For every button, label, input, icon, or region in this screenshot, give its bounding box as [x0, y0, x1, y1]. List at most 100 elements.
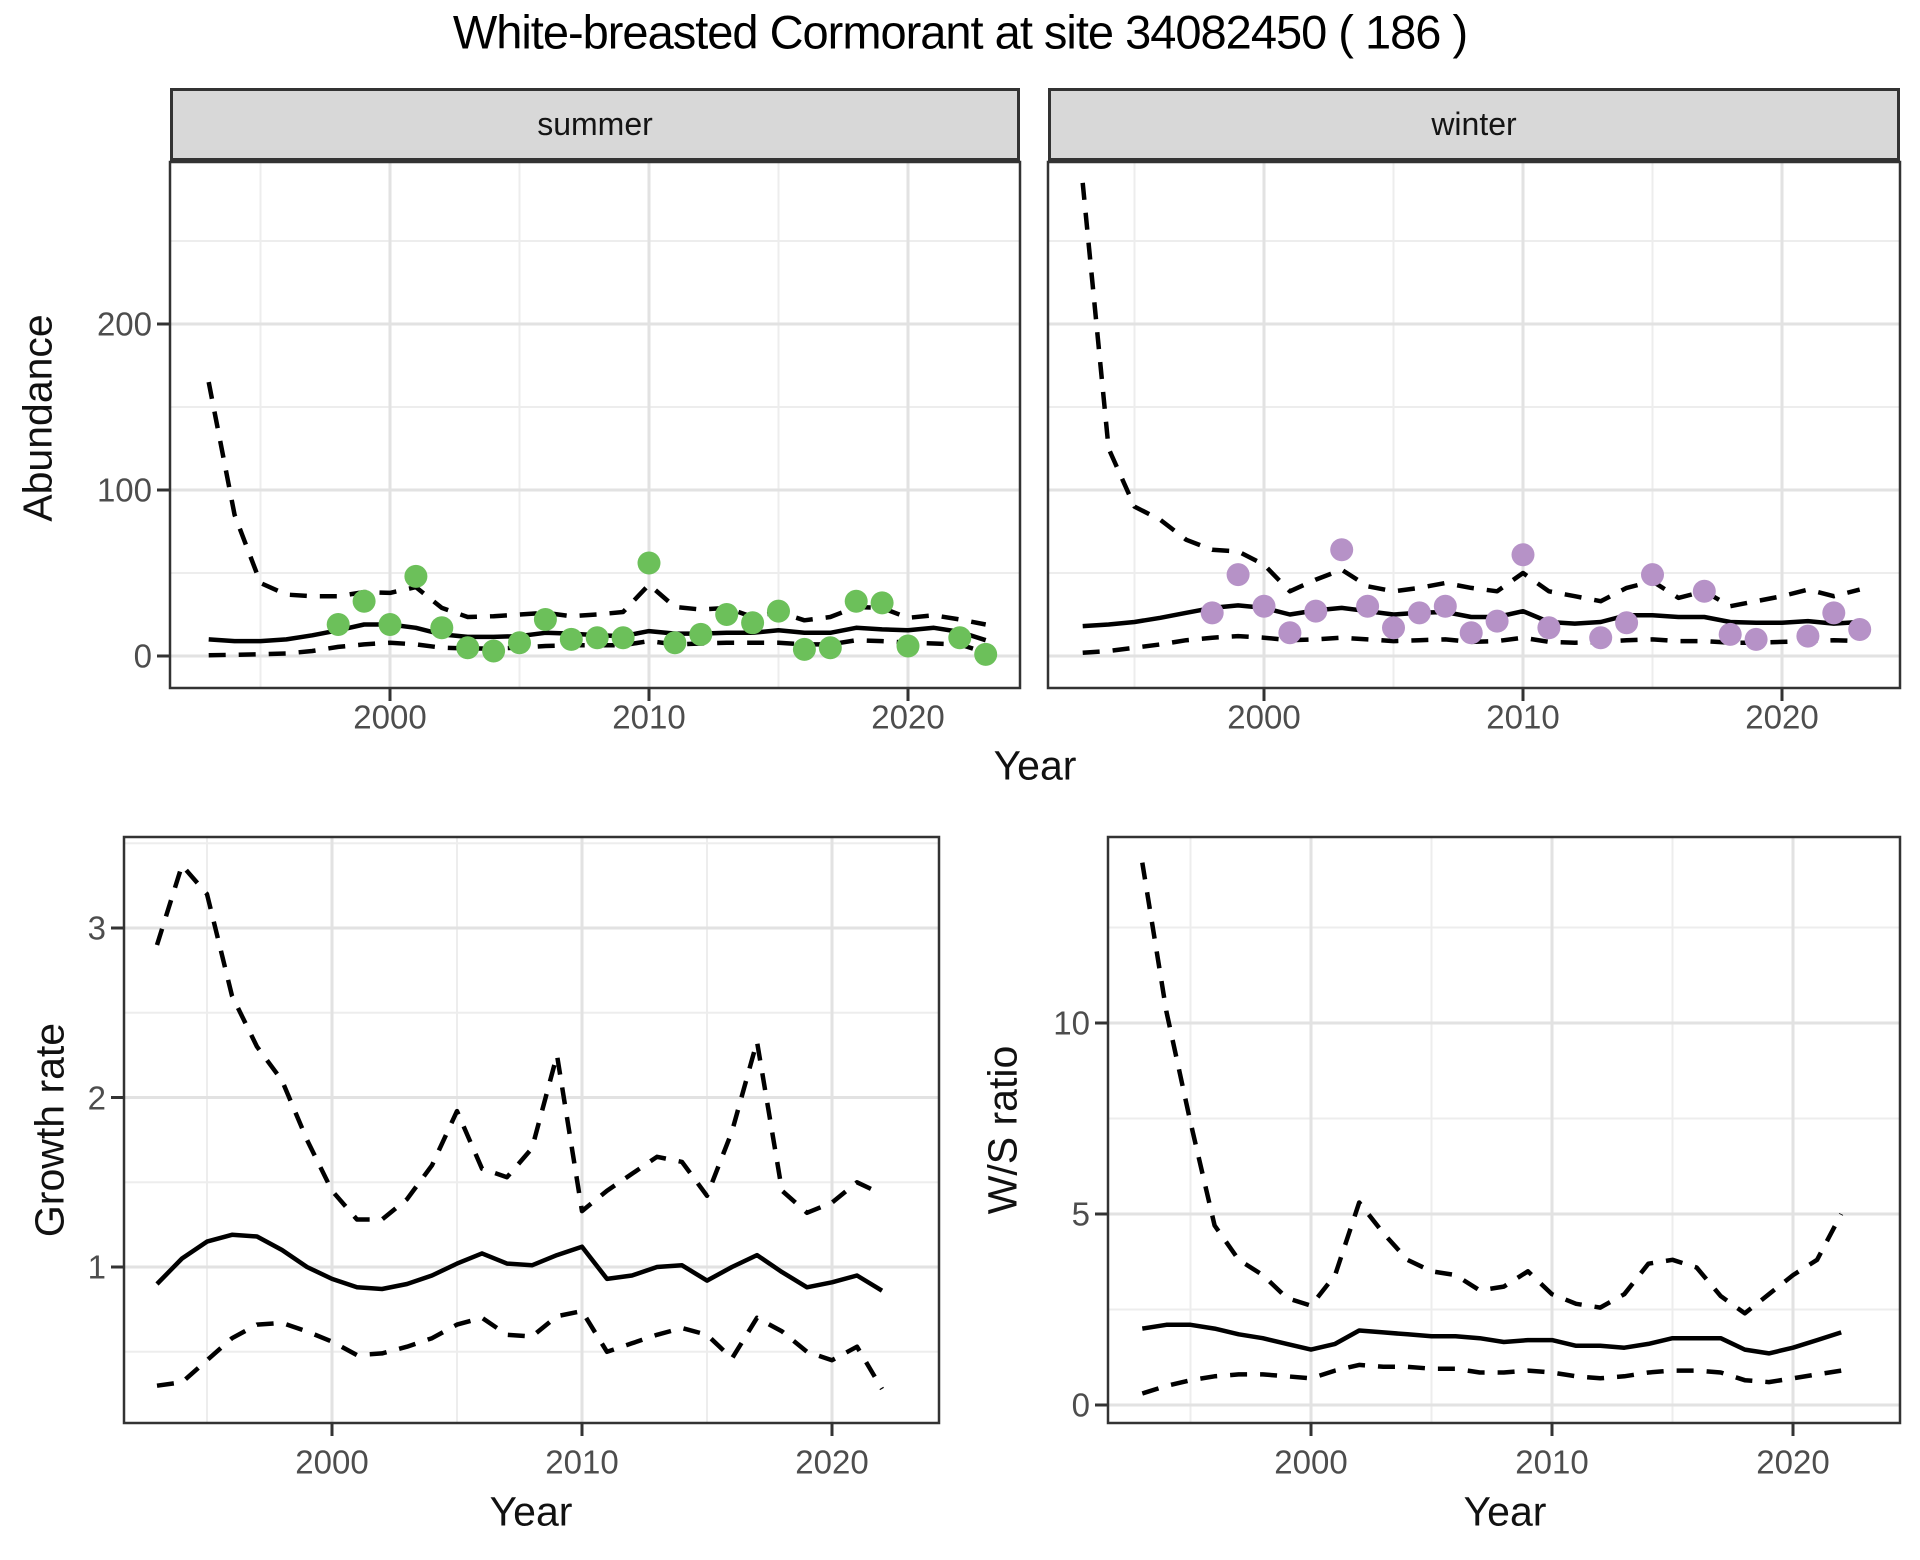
- observed-point: [1615, 611, 1639, 635]
- observed-point: [1433, 594, 1457, 618]
- upper95-line: [154, 863, 883, 1222]
- x-tick-label: 2000: [353, 698, 427, 736]
- y-axis-title-growth: Growth rate: [26, 1022, 73, 1238]
- observed-point: [896, 634, 920, 658]
- gridlines-abundance-summer: [170, 162, 1020, 688]
- x-tick-label: 2010: [612, 698, 686, 736]
- x-tick-label: 2010: [1486, 698, 1560, 736]
- panel-border-abundance-winter: [1046, 160, 1902, 690]
- gridlines-growth-rate: [124, 837, 939, 1423]
- median-line: [155, 1232, 884, 1293]
- observed-point: [792, 637, 816, 661]
- observed-point: [378, 612, 402, 636]
- observed-point: [741, 611, 765, 635]
- y-tick-label: 100: [96, 471, 152, 509]
- observed-point: [689, 622, 713, 646]
- observed-point: [974, 642, 998, 666]
- upper95-line: [1140, 862, 1844, 1316]
- series-group-ws-ratio: [1140, 862, 1844, 1396]
- x-tick-label: 2020: [1745, 698, 1819, 736]
- y-tick-label: 200: [96, 305, 152, 343]
- series-group-abundance-winter: [1080, 182, 1872, 655]
- upper95-line: [1080, 182, 1861, 609]
- observed-point: [1822, 601, 1846, 625]
- x-axis-title-year-top: Year: [993, 742, 1077, 789]
- observed-point: [1200, 601, 1224, 625]
- y-tick-label: 10: [1053, 1004, 1090, 1042]
- observed-point: [326, 612, 350, 636]
- observed-point: [611, 626, 635, 650]
- x-tick-label: 2020: [871, 698, 945, 736]
- y-tick-label: 5: [1071, 1195, 1090, 1233]
- observed-point: [1278, 621, 1302, 645]
- y-axis-title-abundance: Abundance: [14, 314, 61, 522]
- lower95-line: [156, 1308, 884, 1391]
- observed-point: [663, 631, 687, 655]
- observed-point: [508, 631, 531, 655]
- observed-point: [1304, 599, 1328, 623]
- observed-point: [818, 636, 842, 660]
- observed-point: [1459, 621, 1483, 645]
- x-tick-label: 2000: [1274, 1443, 1348, 1481]
- x-tick-label: 2000: [295, 1443, 369, 1481]
- observed-point: [482, 639, 506, 663]
- y-axis-title-ws: W/S ratio: [979, 1045, 1026, 1215]
- facet-strip-summer-label: summer: [537, 106, 653, 142]
- gridlines-ws-ratio: [1108, 837, 1900, 1423]
- observed-point: [1511, 543, 1535, 567]
- y-tick-label: 0: [1071, 1386, 1090, 1424]
- observed-point: [844, 589, 868, 613]
- observed-point: [1537, 616, 1561, 640]
- observed-point: [1252, 594, 1276, 618]
- facet-strip-winter: winter: [1048, 88, 1900, 161]
- observed-point: [404, 564, 428, 588]
- series-group-abundance-summer: [206, 381, 998, 666]
- y-tick-label: 3: [87, 909, 106, 947]
- observed-point: [1407, 601, 1431, 625]
- median-line: [1141, 1322, 1842, 1356]
- panel-border-ws-ratio: [1106, 835, 1902, 1425]
- y-tick-label: 2: [87, 1079, 106, 1116]
- x-axis-title-year-ws: Year: [1463, 1488, 1547, 1535]
- facet-strip-winter-label: winter: [1431, 106, 1517, 142]
- lower95-line: [208, 637, 987, 658]
- observed-point: [637, 551, 661, 575]
- observed-point: [1382, 616, 1405, 640]
- x-axis-title-year-growth: Year: [489, 1488, 573, 1535]
- panel-border-growth-rate: [122, 835, 941, 1425]
- facet-strip-summer: summer: [170, 88, 1020, 161]
- observed-point: [1692, 579, 1716, 603]
- figure-title: White-breasted Cormorant at site 3408245…: [452, 5, 1468, 59]
- observed-point: [1330, 538, 1354, 562]
- x-tick-label: 2020: [1756, 1443, 1830, 1481]
- series-group-growth-rate: [154, 863, 884, 1391]
- observed-point: [948, 626, 972, 650]
- observed-point: [870, 591, 894, 615]
- x-tick-label: 2020: [795, 1443, 869, 1481]
- x-tick-label: 2000: [1227, 698, 1301, 736]
- observed-point: [1718, 622, 1742, 646]
- x-tick-label: 2010: [1515, 1443, 1589, 1481]
- upper95-line: [206, 381, 987, 627]
- observed-point: [767, 599, 790, 623]
- x-tick-label: 2010: [545, 1443, 619, 1481]
- observed-point: [1485, 609, 1509, 633]
- lower95-line: [1082, 633, 1860, 655]
- observed-point: [352, 589, 376, 613]
- gridlines-abundance-winter: [1048, 162, 1900, 688]
- observed-point: [456, 636, 480, 660]
- observed-point: [1356, 594, 1380, 618]
- observed-point: [430, 616, 454, 640]
- observed-point: [1796, 624, 1820, 648]
- observed-point: [533, 607, 557, 631]
- observed-point: [1744, 627, 1768, 651]
- observed-point: [715, 603, 739, 626]
- y-tick-label: 1: [87, 1248, 106, 1286]
- observed-point: [1589, 626, 1613, 650]
- observed-point: [1226, 563, 1250, 587]
- observed-point: [559, 627, 583, 651]
- panel-border-abundance-summer: [168, 160, 1022, 690]
- observed-point: [585, 626, 609, 650]
